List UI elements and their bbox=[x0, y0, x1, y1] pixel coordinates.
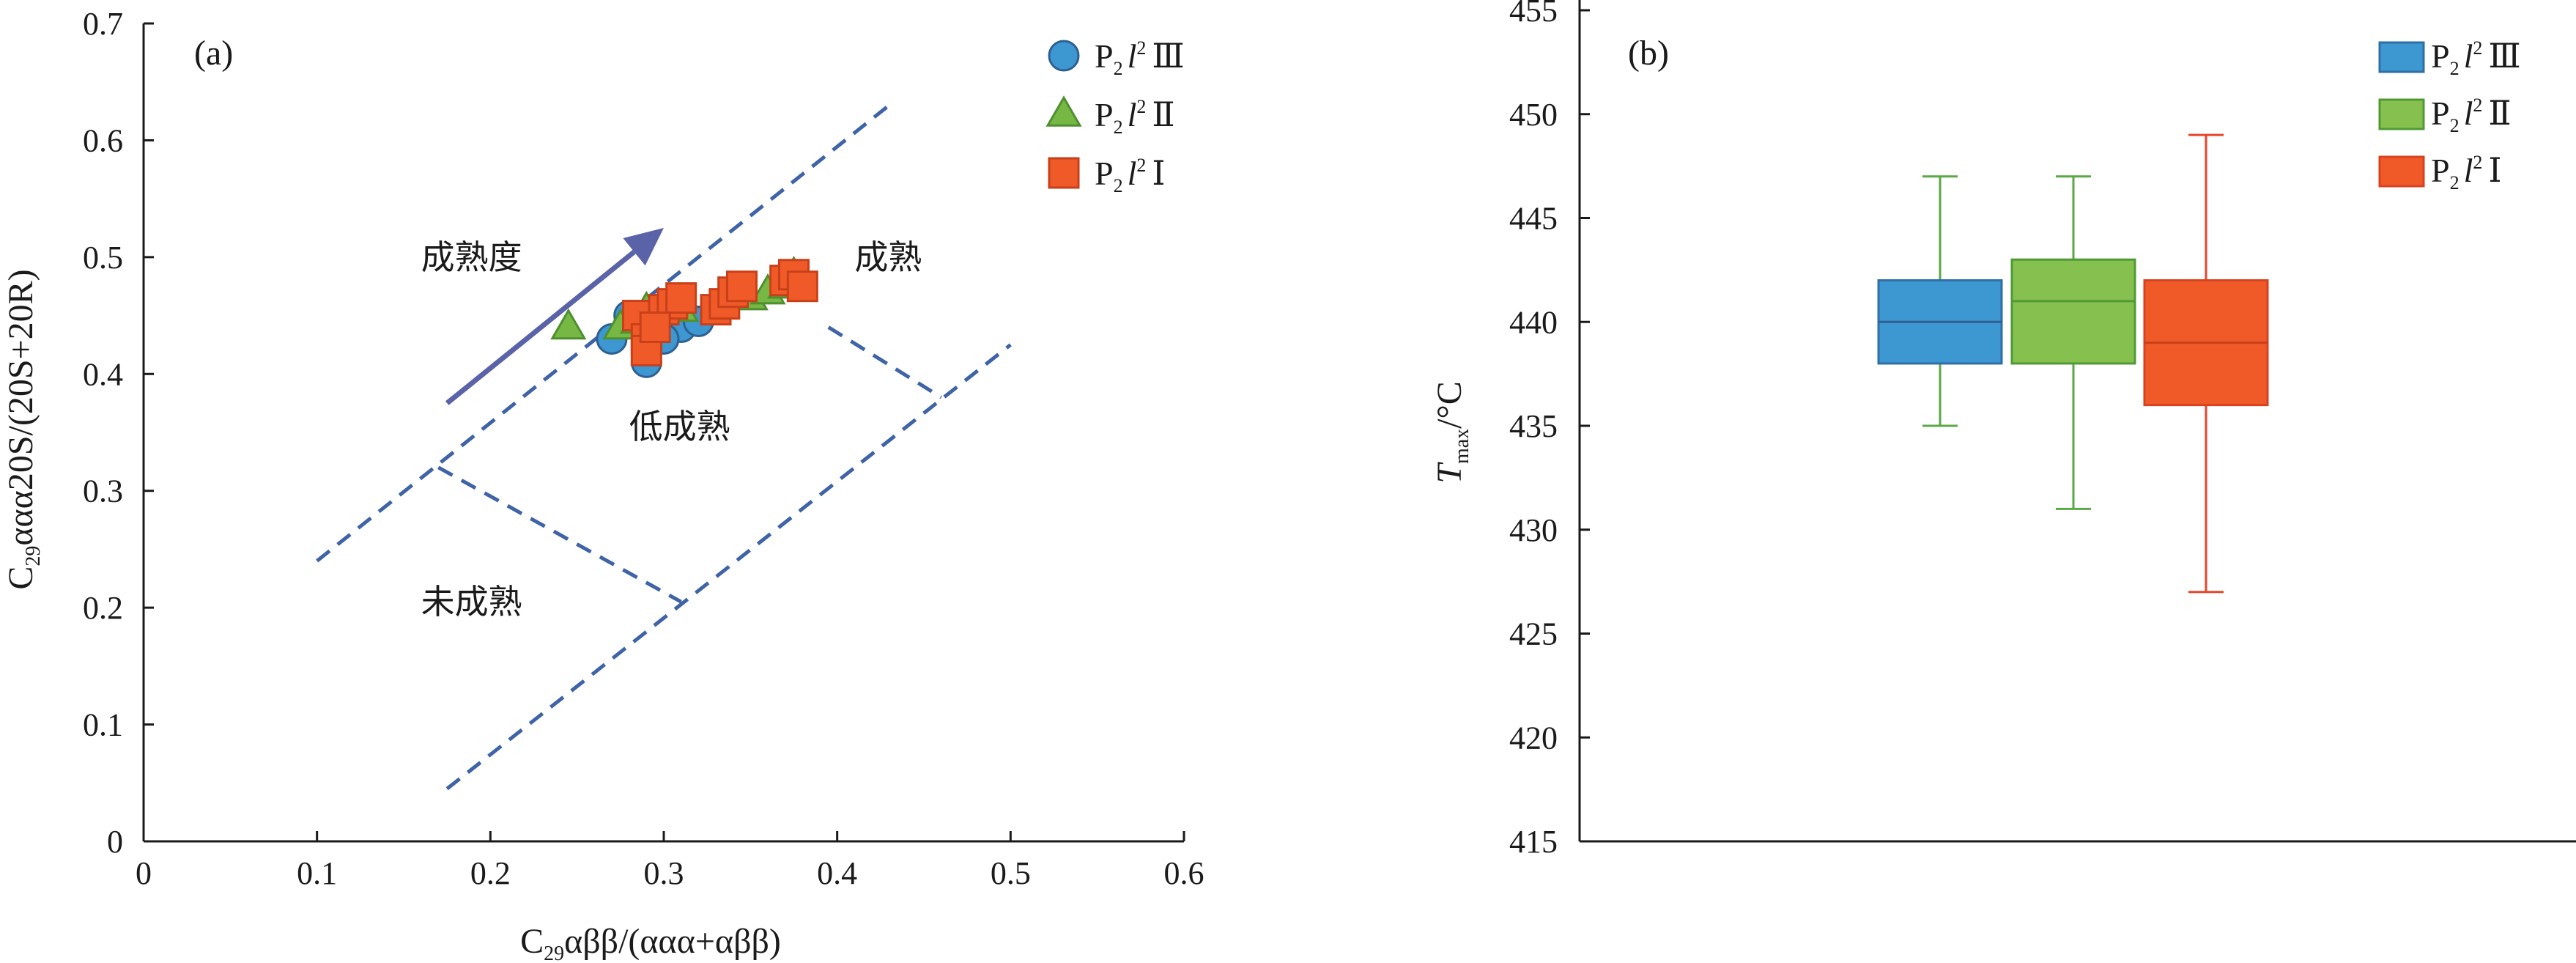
data-point-square bbox=[665, 282, 697, 314]
y-tick-label: 0.7 bbox=[83, 6, 123, 42]
data-point-square bbox=[630, 334, 662, 366]
box-2 bbox=[2010, 175, 2136, 510]
b-y-tick-label: 425 bbox=[1509, 616, 1558, 652]
b-y-tick-label: 440 bbox=[1509, 304, 1558, 340]
y-title-prefix: C bbox=[1, 567, 40, 590]
label-mature-zone: 成熟 bbox=[854, 237, 922, 277]
legend-label: P2 l2 Ⅱ bbox=[2431, 95, 2512, 136]
x-tick-label: 0.6 bbox=[1164, 855, 1204, 891]
maturity-boundary-line bbox=[445, 343, 1012, 791]
legend-marker-square bbox=[1048, 157, 1080, 189]
panel-a-points bbox=[550, 255, 818, 378]
x-tick-label: 0.2 bbox=[470, 855, 511, 891]
legend-swatch bbox=[2378, 155, 2425, 188]
legend-swatch bbox=[2378, 41, 2425, 73]
x-tick-label: 0.1 bbox=[297, 855, 337, 891]
data-point-square bbox=[639, 311, 671, 344]
legend-swatch bbox=[2378, 98, 2425, 130]
x-tick-label: 0.4 bbox=[817, 855, 857, 891]
b-y-tick-label: 445 bbox=[1509, 201, 1558, 237]
legend-marker-circle bbox=[1048, 40, 1080, 72]
panel-b-y-ticks: 415 420 425 430 435 440 445 450 455 bbox=[1509, 0, 1590, 860]
panel-a-x-axis-title: C29αββ/(ααα+αββ) bbox=[520, 922, 781, 963]
x-tick-label: 0.5 bbox=[991, 855, 1031, 891]
b-y-tick-label: 450 bbox=[1509, 97, 1558, 133]
panel-b-boxes bbox=[1877, 133, 2269, 594]
box-1 bbox=[1877, 175, 2003, 427]
data-point-square bbox=[726, 270, 758, 303]
panel-a-scatter: 0 0.1 0.2 0.3 0.4 0.5 0.6 00.10.20.30.40.50.60… bbox=[1, 6, 1204, 963]
panel-b-y-axis-title: Tmax/°C bbox=[1430, 381, 1473, 483]
panel-a-x-ticks: 0 0.1 0.2 0.3 0.4 0.5 0.6 bbox=[136, 831, 1204, 891]
b-y-tick-label: 435 bbox=[1509, 408, 1558, 444]
b-y-tick-label: 420 bbox=[1509, 720, 1558, 756]
x-tick-label: 0.3 bbox=[644, 855, 684, 891]
legend-label: P2 l2 Ⅱ bbox=[1095, 96, 1175, 138]
panel-a-legend: P2 l2 Ⅲ P2 l2 Ⅱ P2 l2 Ⅰ bbox=[1045, 37, 1185, 196]
y-tick-label: 0.5 bbox=[83, 240, 123, 276]
iqr-box bbox=[2010, 258, 2136, 365]
y-tick-label: 0.4 bbox=[83, 356, 123, 392]
maturity-arrow-head bbox=[623, 228, 664, 266]
panel-b-axes bbox=[1578, 0, 2576, 843]
series-square bbox=[622, 259, 818, 366]
label-low-mature-zone: 低成熟 bbox=[629, 407, 730, 446]
legend-label: P2 l2 Ⅰ bbox=[1095, 155, 1166, 196]
maturity-boundary-line bbox=[316, 103, 891, 563]
legend-label: P2 l2 Ⅲ bbox=[2431, 37, 2521, 79]
b-y-tick-label: 415 bbox=[1509, 824, 1558, 860]
x-title-rest: αββ/(ααα+αββ) bbox=[564, 922, 781, 961]
tmax-main: T bbox=[1430, 462, 1469, 484]
data-point-square bbox=[786, 270, 818, 303]
maturity-boundary-line bbox=[437, 465, 682, 604]
panel-a-boundary-lines bbox=[316, 103, 1012, 791]
maturity-boundary-line bbox=[827, 325, 942, 399]
x-title-prefix: C bbox=[520, 922, 544, 961]
y-tick-label: 0.6 bbox=[83, 122, 123, 158]
y-title-rest: ααα20S/(20S+20R) bbox=[1, 269, 40, 545]
label-immature-zone: 未成熟 bbox=[421, 582, 522, 621]
tmax-unit: /°C bbox=[1430, 381, 1469, 429]
b-y-tick-label: 430 bbox=[1509, 512, 1558, 548]
y-tick-label: 0 bbox=[107, 824, 123, 860]
y-tick-label: 0.3 bbox=[83, 473, 123, 509]
panel-a-label: (a) bbox=[194, 34, 233, 73]
panel-a-y-axis-title: C29ααα20S/(20S+20R) bbox=[1, 269, 45, 589]
y-title-sub: 29 bbox=[22, 546, 45, 567]
x-tick-label: 0 bbox=[136, 855, 152, 891]
panel-b-legend: P2 l2 Ⅲ P2 l2 Ⅱ P2 l2 Ⅰ bbox=[2378, 37, 2521, 193]
tmax-sub: max bbox=[1451, 429, 1473, 464]
y-tick-label: 0.2 bbox=[83, 590, 123, 626]
b-y-tick-label: 455 bbox=[1509, 0, 1558, 29]
panel-b-label: (b) bbox=[1628, 34, 1669, 73]
y-tick-label: 0.1 bbox=[83, 707, 123, 743]
x-title-sub: 29 bbox=[544, 942, 564, 963]
label-maturity: 成熟度 bbox=[421, 237, 522, 277]
legend-label: P2 l2 Ⅲ bbox=[1095, 37, 1185, 79]
maturity-arrow-shaft bbox=[445, 249, 636, 405]
panel-a-y-ticks: 0 0.1 0.2 0.3 0.4 0.5 0.6 0.7 bbox=[83, 6, 154, 860]
box-3 bbox=[2143, 133, 2269, 594]
data-point-triangle bbox=[550, 308, 587, 340]
legend-marker-triangle bbox=[1045, 95, 1082, 127]
legend-label: P2 l2 Ⅰ bbox=[2431, 152, 2502, 193]
